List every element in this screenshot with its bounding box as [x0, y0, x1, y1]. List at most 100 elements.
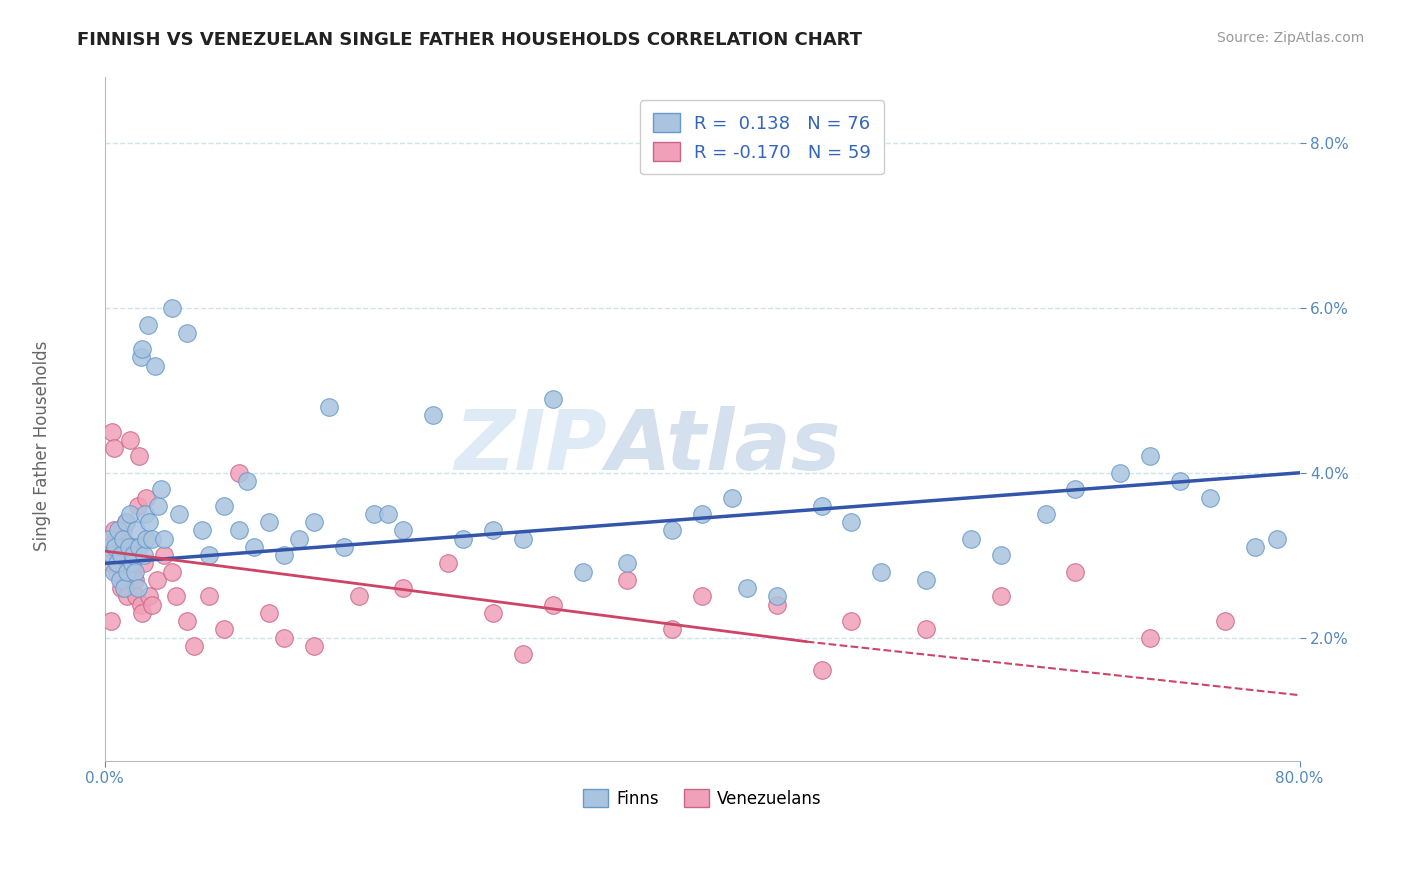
Point — [437, 557, 460, 571]
Point — [273, 548, 295, 562]
Point — [120, 507, 142, 521]
Point — [841, 515, 863, 529]
Point — [111, 524, 134, 538]
Point — [347, 590, 370, 604]
Point — [165, 590, 187, 604]
Point — [257, 606, 280, 620]
Point — [105, 565, 128, 579]
Point — [541, 392, 564, 406]
Point — [122, 548, 145, 562]
Point — [302, 639, 325, 653]
Point — [98, 540, 121, 554]
Point — [141, 598, 163, 612]
Point — [190, 524, 212, 538]
Point — [302, 515, 325, 529]
Point — [132, 557, 155, 571]
Point — [114, 515, 136, 529]
Point — [1199, 491, 1222, 505]
Point — [960, 532, 983, 546]
Text: Source: ZipAtlas.com: Source: ZipAtlas.com — [1216, 31, 1364, 45]
Point — [1064, 483, 1087, 497]
Point — [318, 400, 340, 414]
Point — [273, 631, 295, 645]
Point — [141, 532, 163, 546]
Point — [131, 343, 153, 357]
Point — [100, 557, 122, 571]
Point — [990, 590, 1012, 604]
Point — [243, 540, 266, 554]
Point — [103, 565, 125, 579]
Point — [117, 548, 139, 562]
Point — [661, 524, 683, 538]
Point — [616, 573, 638, 587]
Point — [129, 351, 152, 365]
Point — [377, 507, 399, 521]
Point — [115, 565, 138, 579]
Point — [104, 532, 127, 546]
Point — [212, 622, 235, 636]
Point — [810, 499, 832, 513]
Point — [160, 565, 183, 579]
Point — [135, 532, 157, 546]
Point — [125, 524, 148, 538]
Point — [228, 466, 250, 480]
Point — [120, 433, 142, 447]
Point — [541, 598, 564, 612]
Point — [363, 507, 385, 521]
Point — [512, 647, 534, 661]
Point — [108, 573, 131, 587]
Point — [661, 622, 683, 636]
Point — [100, 614, 122, 628]
Point — [1168, 474, 1191, 488]
Point — [108, 548, 131, 562]
Point — [482, 606, 505, 620]
Point — [112, 581, 135, 595]
Point — [110, 581, 132, 595]
Point — [451, 532, 474, 546]
Point — [150, 483, 173, 497]
Point — [392, 524, 415, 538]
Text: ZIP: ZIP — [454, 406, 606, 487]
Text: Single Father Households: Single Father Households — [34, 341, 51, 551]
Point — [107, 524, 129, 538]
Point — [212, 499, 235, 513]
Legend: Finns, Venezuelans: Finns, Venezuelans — [576, 782, 828, 814]
Point — [125, 590, 148, 604]
Point — [101, 425, 124, 439]
Point — [332, 540, 354, 554]
Point — [841, 614, 863, 628]
Point — [121, 565, 143, 579]
Point — [148, 499, 170, 513]
Point — [146, 573, 169, 587]
Point — [114, 515, 136, 529]
Point — [129, 598, 152, 612]
Point — [482, 524, 505, 538]
Point — [690, 507, 713, 521]
Point — [235, 474, 257, 488]
Point — [115, 590, 138, 604]
Point — [990, 548, 1012, 562]
Point — [127, 499, 149, 513]
Point — [176, 326, 198, 340]
Point — [105, 557, 128, 571]
Point — [721, 491, 744, 505]
Point — [131, 606, 153, 620]
Point — [111, 532, 134, 546]
Point — [257, 515, 280, 529]
Point — [915, 573, 938, 587]
Point — [103, 524, 125, 538]
Text: Atlas: Atlas — [606, 406, 841, 487]
Point — [153, 532, 176, 546]
Point — [153, 548, 176, 562]
Point — [138, 515, 160, 529]
Point — [1265, 532, 1288, 546]
Text: FINNISH VS VENEZUELAN SINGLE FATHER HOUSEHOLDS CORRELATION CHART: FINNISH VS VENEZUELAN SINGLE FATHER HOUS… — [77, 31, 862, 49]
Point — [690, 590, 713, 604]
Point — [134, 507, 156, 521]
Point — [128, 450, 150, 464]
Point — [198, 590, 221, 604]
Point — [1035, 507, 1057, 521]
Point — [512, 532, 534, 546]
Point — [1213, 614, 1236, 628]
Point — [124, 573, 146, 587]
